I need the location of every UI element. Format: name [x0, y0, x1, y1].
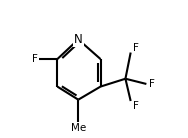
Text: F: F	[133, 43, 139, 53]
Text: F: F	[32, 54, 38, 64]
Text: F: F	[149, 79, 155, 89]
Text: F: F	[133, 101, 139, 111]
Text: Me: Me	[71, 123, 86, 133]
Text: N: N	[74, 33, 83, 46]
